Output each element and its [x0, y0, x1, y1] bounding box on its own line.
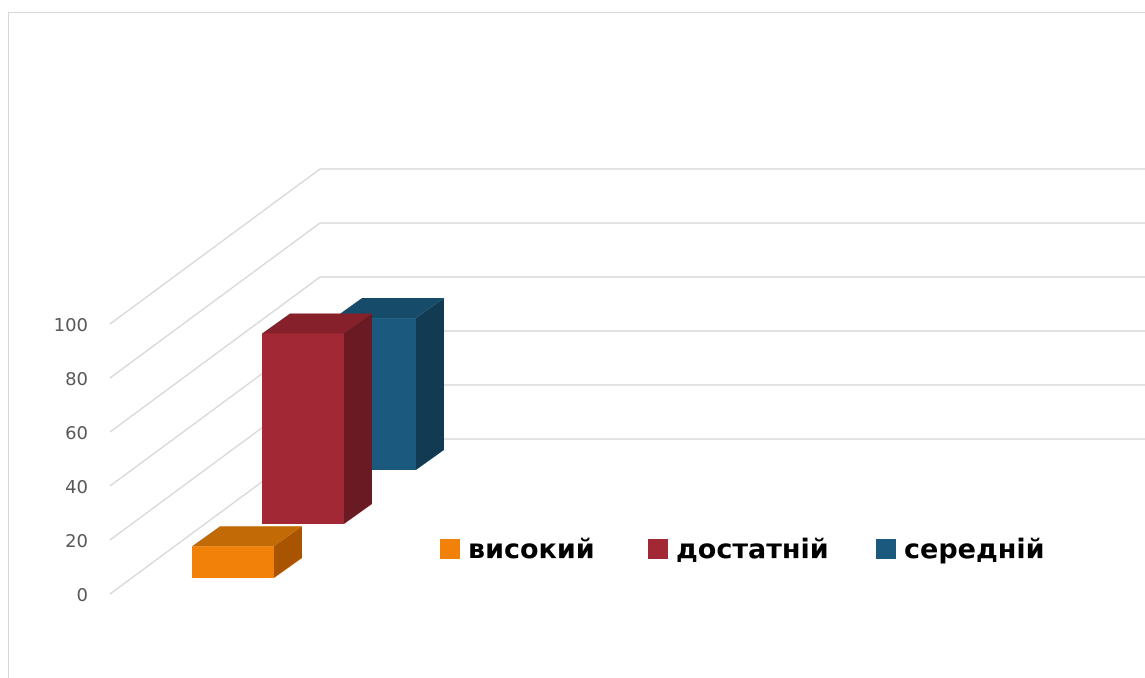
bar-side-face	[416, 298, 444, 470]
y-tick-label: 60	[65, 423, 88, 444]
bar-vysokyi	[192, 526, 302, 578]
legend: високий достатній середній	[440, 534, 1045, 565]
legend-swatch	[440, 539, 460, 559]
legend-swatch	[876, 539, 896, 559]
bar-side-face	[274, 526, 302, 578]
y-tick-label: 100	[54, 315, 88, 336]
bar-top-face	[334, 298, 444, 319]
bar-top-face	[192, 526, 302, 547]
gridline-side	[109, 168, 321, 325]
bar-side-face	[344, 313, 372, 524]
legend-label: достатній	[676, 534, 829, 565]
legend-label: високий	[468, 534, 595, 565]
y-tick-label: 80	[65, 369, 88, 390]
gridline-side	[109, 276, 321, 433]
y-tick-label: 0	[77, 585, 88, 606]
bars	[192, 298, 444, 578]
legend-swatch	[648, 539, 668, 559]
bar-front-face	[262, 333, 344, 524]
y-axis-ticks: 0 20 40 60 80 100	[54, 315, 88, 606]
y-tick-label: 40	[65, 477, 88, 498]
y-tick-label: 20	[65, 531, 88, 552]
gridline-side	[109, 222, 321, 379]
bar-top-face	[262, 313, 372, 334]
legend-label: середній	[904, 534, 1045, 565]
chart-frame	[8, 12, 1145, 678]
bar-front-face	[192, 546, 274, 578]
bar-dostatnii	[262, 313, 372, 524]
